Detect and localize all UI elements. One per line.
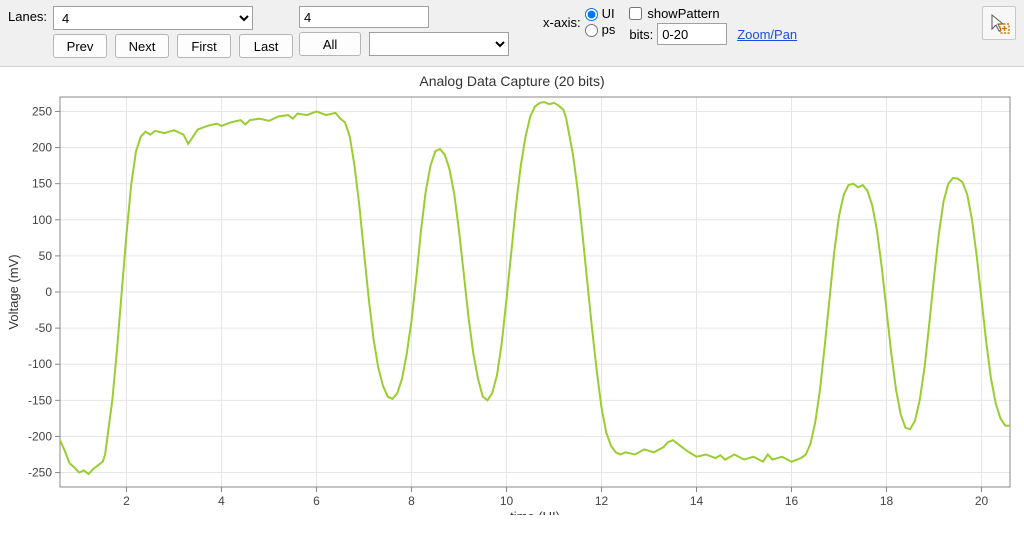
xaxis-ps-radio[interactable]: [585, 24, 598, 37]
zoompan-link[interactable]: Zoom/Pan: [737, 27, 797, 42]
lanes-select[interactable]: 4: [53, 6, 253, 30]
select-tool-button[interactable]: [982, 6, 1016, 40]
svg-text:2: 2: [123, 494, 130, 508]
prev-button[interactable]: Prev: [53, 34, 107, 58]
xaxis-ui-text: UI: [602, 6, 615, 22]
cursor-icon: [988, 12, 1010, 34]
svg-text:12: 12: [595, 494, 609, 508]
svg-text:6: 6: [313, 494, 320, 508]
svg-text:200: 200: [32, 141, 52, 155]
svg-text:16: 16: [785, 494, 799, 508]
svg-text:4: 4: [218, 494, 225, 508]
next-button[interactable]: Next: [115, 34, 169, 58]
svg-text:-200: -200: [28, 429, 52, 443]
toolbar: Lanes: 4 Prev Next First Last All x-axis…: [0, 0, 1024, 67]
bits-label: bits:: [629, 27, 653, 42]
xaxis-ps-text: ps: [602, 22, 616, 38]
chart-svg[interactable]: -250 -200 -150 -100 -50 0 50 100 150 200 250 2 4 6 8 10…: [0, 67, 1024, 515]
lanes-text[interactable]: [299, 6, 429, 28]
showpattern-label: showPattern: [647, 6, 719, 21]
xaxis-ui-radio-label[interactable]: UI: [585, 6, 616, 22]
svg-text:100: 100: [32, 213, 52, 227]
xaxis-ui-radio[interactable]: [585, 8, 598, 21]
svg-text:8: 8: [408, 494, 415, 508]
svg-text:50: 50: [39, 249, 53, 263]
svg-text:20: 20: [975, 494, 989, 508]
chart-area: Analog Data Capture (20 bits) -250-200-1…: [0, 67, 1024, 535]
first-button[interactable]: First: [177, 34, 231, 58]
svg-text:14: 14: [690, 494, 704, 508]
all-button[interactable]: All: [299, 32, 361, 56]
svg-text:-150: -150: [28, 393, 52, 407]
xaxis-ps-radio-label[interactable]: ps: [585, 22, 616, 38]
svg-text:250: 250: [32, 104, 52, 118]
svg-text:time (UI): time (UI): [510, 509, 560, 515]
svg-text:-100: -100: [28, 357, 52, 371]
svg-text:Voltage (mV): Voltage (mV): [6, 254, 21, 329]
svg-text:10: 10: [500, 494, 514, 508]
showpattern-checkbox[interactable]: [629, 7, 642, 20]
xaxis-label: x-axis:: [543, 15, 581, 30]
svg-text:0: 0: [45, 285, 52, 299]
extra-select[interactable]: [369, 32, 509, 56]
svg-text:-250: -250: [28, 466, 52, 480]
svg-text:-50: -50: [35, 321, 53, 335]
svg-text:150: 150: [32, 177, 52, 191]
lanes-label: Lanes:: [8, 6, 47, 24]
last-button[interactable]: Last: [239, 34, 293, 58]
svg-text:18: 18: [880, 494, 894, 508]
bits-input[interactable]: [657, 23, 727, 45]
